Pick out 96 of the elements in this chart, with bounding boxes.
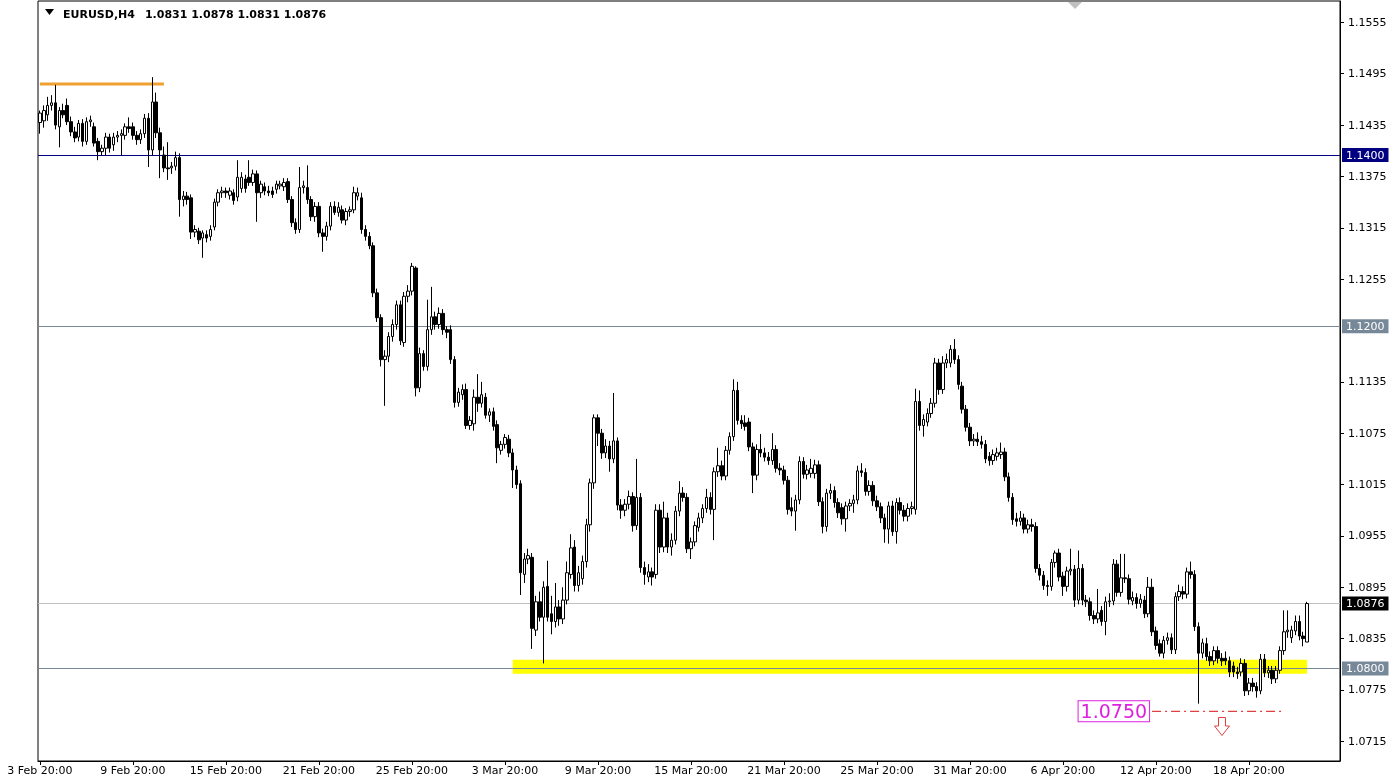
y-tick-label: 1.1375 bbox=[1348, 169, 1387, 183]
candlestick bbox=[895, 497, 898, 545]
candlestick bbox=[441, 308, 445, 336]
y-tick-label: 1.1435 bbox=[1348, 118, 1387, 132]
candlestick bbox=[267, 185, 270, 197]
x-tick-label: 15 Feb 20:00 bbox=[189, 764, 263, 777]
candlestick bbox=[344, 207, 348, 226]
x-tick-label: 21 Mar 20:00 bbox=[747, 764, 821, 777]
candlestick bbox=[81, 118, 84, 147]
y-tick-label: 1.1315 bbox=[1348, 221, 1387, 235]
candlestick bbox=[1088, 597, 1092, 622]
candlestick bbox=[112, 132, 115, 152]
candlestick bbox=[201, 229, 204, 259]
candlestick bbox=[1112, 558, 1115, 606]
x-tick-label: 21 Feb 20:00 bbox=[282, 764, 356, 777]
candlestick bbox=[1212, 645, 1216, 666]
candlestick bbox=[906, 502, 910, 522]
candlestick bbox=[352, 186, 356, 214]
candlestick bbox=[298, 166, 301, 234]
candlestick bbox=[278, 180, 282, 190]
candlestick bbox=[984, 439, 987, 464]
y-tick-label: 1.0895 bbox=[1348, 580, 1387, 594]
x-tick-label: 12 Apr 20:00 bbox=[1120, 764, 1192, 777]
candlestick bbox=[995, 447, 999, 462]
candlestick bbox=[108, 133, 111, 153]
candlestick bbox=[1022, 513, 1026, 534]
candlestick bbox=[224, 187, 228, 199]
y-tick-label: 1.0775 bbox=[1348, 683, 1387, 697]
candlestick bbox=[864, 467, 867, 497]
candlestick bbox=[255, 169, 259, 223]
y-tick-label: 1.1135 bbox=[1348, 375, 1387, 389]
candlestick bbox=[991, 448, 995, 466]
y-tick-label: 1.0835 bbox=[1348, 632, 1387, 646]
x-tick-label: 3 Mar 20:00 bbox=[471, 764, 539, 777]
candlestick bbox=[340, 205, 344, 225]
candlestick bbox=[941, 355, 945, 395]
candlestick bbox=[1270, 665, 1274, 685]
candlestick bbox=[809, 458, 813, 479]
candlestick bbox=[1119, 553, 1123, 598]
candlestick bbox=[228, 187, 232, 201]
candlestick bbox=[464, 383, 468, 430]
x-tick-label: 18 Apr 20:00 bbox=[1213, 764, 1285, 777]
y-tick-label: 1.1555 bbox=[1348, 15, 1387, 29]
y-tick-label: 1.1015 bbox=[1348, 478, 1387, 492]
candlestick bbox=[189, 193, 193, 240]
text: EURUSD,H4 bbox=[63, 8, 136, 21]
candlestick bbox=[662, 501, 666, 553]
candlestick bbox=[209, 224, 212, 242]
text: 1.0831 1.0878 1.0831 1.0876 bbox=[144, 8, 327, 21]
y-tick-label: 1.1075 bbox=[1348, 426, 1387, 440]
candlestick bbox=[1205, 637, 1208, 662]
x-tick-label: 31 Mar 20:00 bbox=[933, 764, 1007, 777]
series-label: 1.0750 bbox=[1080, 700, 1148, 723]
candlestick bbox=[1305, 601, 1309, 643]
candlestick bbox=[914, 388, 917, 516]
candlestick bbox=[1232, 661, 1235, 678]
x-tick-label: 15 Mar 20:00 bbox=[654, 764, 728, 777]
y-tick-label: 1.1255 bbox=[1348, 272, 1387, 286]
x-tick-label: 6 Apr 20:00 bbox=[1030, 764, 1096, 777]
candlestick bbox=[1096, 588, 1100, 624]
candlestick bbox=[1077, 549, 1080, 605]
ref-line-label: 1.1400 bbox=[1346, 148, 1385, 162]
candlestick bbox=[976, 431, 979, 447]
candlestick bbox=[271, 186, 274, 199]
candlestick bbox=[104, 132, 108, 156]
candlestick bbox=[1104, 596, 1107, 636]
x-tick-label: 25 Feb 20:00 bbox=[375, 764, 449, 777]
candlestick bbox=[647, 563, 650, 583]
candlestick bbox=[77, 119, 80, 142]
candlestick bbox=[166, 141, 170, 181]
candlestick bbox=[236, 159, 239, 202]
candlestick bbox=[1162, 635, 1165, 659]
candlestick bbox=[178, 152, 181, 218]
ref-line-label: 1.1200 bbox=[1346, 319, 1385, 333]
y-tick-label: 1.0715 bbox=[1348, 734, 1387, 748]
y-tick-label: 1.1495 bbox=[1348, 67, 1387, 81]
candlestick bbox=[1259, 653, 1262, 695]
candlestick bbox=[887, 501, 890, 545]
candlestick bbox=[1216, 645, 1220, 664]
candlestick bbox=[825, 488, 828, 533]
x-tick-label: 3 Feb 20:00 bbox=[7, 764, 73, 777]
candlestick bbox=[263, 181, 266, 196]
candlestick bbox=[530, 552, 534, 650]
candlestick bbox=[844, 501, 848, 533]
candlestick bbox=[414, 265, 418, 397]
y-tick-label: 1.0955 bbox=[1348, 529, 1387, 543]
x-tick-label: 9 Mar 20:00 bbox=[564, 764, 632, 777]
candlestick bbox=[871, 480, 875, 507]
ref-line-label: 1.0876 bbox=[1346, 597, 1385, 611]
candlestick bbox=[1243, 658, 1247, 697]
candlestick bbox=[85, 116, 88, 146]
candlestick bbox=[1135, 592, 1138, 610]
x-tick-label: 9 Feb 20:00 bbox=[100, 764, 166, 777]
x-tick-label: 25 Mar 20:00 bbox=[840, 764, 914, 777]
candlestick bbox=[275, 180, 278, 195]
ref-line-label: 1.0800 bbox=[1346, 662, 1385, 676]
